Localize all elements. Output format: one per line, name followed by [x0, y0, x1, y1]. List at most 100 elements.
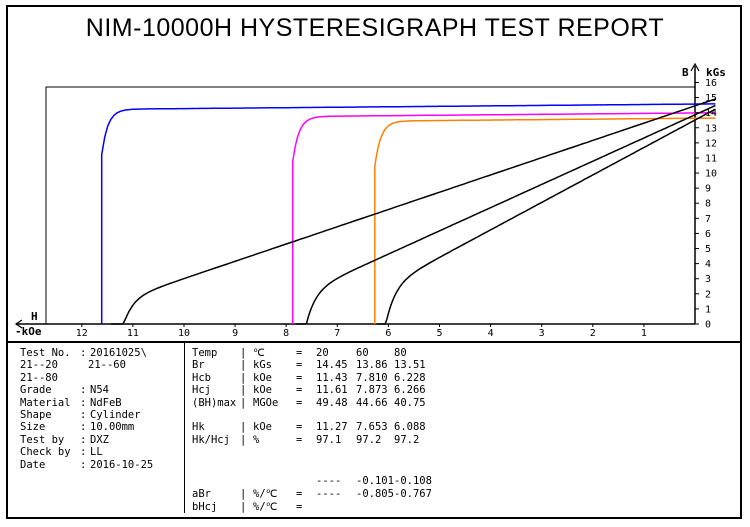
info-value: N54: [90, 384, 109, 397]
y-tick-label: 12: [705, 138, 717, 149]
param-name: Temp: [192, 347, 218, 359]
info-value: DXZ: [90, 433, 109, 446]
x-tick-label: 11: [127, 328, 139, 339]
y-tick-label: 11: [705, 153, 717, 164]
x-tick-label: 5: [436, 328, 442, 339]
param-equals: =: [296, 359, 303, 372]
info-label: Material: [20, 396, 71, 409]
param-equals: =: [296, 371, 303, 384]
info-row: 21--80: [20, 372, 58, 384]
j-curve-80: [374, 117, 716, 324]
y-tick-label: 1: [705, 304, 711, 315]
b-curve-20: [110, 98, 716, 325]
value-80: 6.088: [394, 421, 426, 434]
x-axis-unit: -kOe: [15, 325, 42, 338]
param-bar: |: [240, 488, 247, 500]
info-row: Check by: LL: [20, 446, 103, 459]
value-60: 13.86: [356, 359, 388, 372]
value-60: 7.873: [356, 384, 388, 397]
info-row: Test No.:20161025\: [20, 347, 147, 359]
value-80: 40.75: [394, 396, 426, 409]
value-60: 97.2: [356, 433, 382, 446]
column-divider: [184, 341, 185, 513]
info-value: 20161025\: [90, 347, 147, 359]
info-separator: :: [80, 458, 87, 471]
param-bar: |: [240, 384, 247, 397]
info-separator: :: [80, 384, 87, 397]
y-tick-label: 15: [705, 93, 717, 104]
info-label: Check by: [20, 446, 71, 459]
info-separator: :: [80, 433, 87, 446]
value-20: 11.61: [316, 384, 348, 397]
param-unit: %/℃: [253, 501, 278, 513]
value-80: 13.51: [394, 359, 426, 372]
param-name: Hcb: [192, 371, 211, 384]
plot-area: [45, 86, 696, 325]
value-20: ----: [316, 475, 342, 487]
info-label: 21--80: [20, 371, 58, 384]
param-unit: ℃: [253, 347, 265, 359]
param-unit: kOe: [253, 371, 272, 384]
param-unit: kGs: [253, 359, 272, 372]
report-title: NIM-10000H HYSTERESIGRAPH TEST REPORT: [85, 14, 665, 42]
y-tick-label: 2: [705, 289, 711, 300]
x-tick-label: 9: [232, 328, 238, 339]
value-60: 7.653: [356, 421, 388, 434]
param-bar: |: [240, 501, 247, 513]
x-tick-label: 8: [283, 328, 289, 339]
param-name: Hcj: [192, 384, 211, 397]
param-name: Br: [192, 359, 205, 372]
param-equals: =: [296, 433, 303, 446]
param-equals: =: [296, 347, 303, 359]
param-equals: =: [296, 421, 303, 434]
value-60: 44.66: [356, 396, 388, 409]
info-value: Cylinder: [90, 409, 141, 421]
info-row: Date:2016-10-25: [20, 458, 153, 471]
info-separator: :: [80, 409, 87, 421]
info-row: Grade: N54: [20, 384, 109, 397]
info-label: Grade: [20, 384, 52, 397]
info-label: Size: [20, 421, 46, 434]
value-20: 20: [316, 347, 329, 359]
x-tick-label: 7: [334, 328, 340, 339]
value-20: 97.1: [316, 433, 342, 446]
value-80: -0.108: [394, 475, 432, 487]
param-bar: |: [240, 433, 247, 446]
param-unit: MGOe: [253, 396, 279, 409]
param-equals: =: [296, 488, 303, 500]
param-bar: |: [240, 359, 247, 372]
param-unit: kOe: [253, 384, 272, 397]
b-curve-60: [295, 104, 716, 325]
param-equals: =: [296, 384, 303, 397]
value-20: 49.48: [316, 396, 348, 409]
info-label: 21--20: [20, 359, 58, 372]
param-bar: |: [240, 396, 247, 409]
value-60: -0.805: [356, 488, 394, 500]
value-60: 60: [356, 347, 369, 359]
info-row: Size:10.00mm: [20, 421, 134, 434]
param-bar: |: [240, 421, 247, 434]
y-tick-label: 6: [705, 229, 711, 240]
param-unit: %/℃: [253, 488, 278, 500]
y-tick-label: 9: [705, 184, 711, 195]
info-value: NdFeB: [90, 396, 122, 409]
value-20: 11.43: [316, 371, 348, 384]
info-row: 21--20 21--60: [20, 359, 126, 372]
y-tick-label: 16: [705, 78, 717, 89]
value-20: 11.27: [316, 421, 348, 434]
y-axis-arrow: [690, 62, 700, 72]
info-label: Test by: [20, 433, 65, 446]
param-equals: =: [296, 396, 303, 409]
y-tick-label: 14: [705, 108, 717, 119]
info-value: LL: [90, 446, 103, 459]
info-label: Test No.: [20, 347, 71, 359]
value-80: 80: [394, 347, 407, 359]
info-separator: :: [80, 347, 87, 359]
value-80: -0.767: [394, 488, 432, 500]
x-tick-label: 3: [539, 328, 545, 339]
y-tick-label: 8: [705, 199, 711, 210]
x-axis-arrow: [14, 319, 23, 329]
y-tick-label: 3: [705, 274, 711, 285]
info-label: Date: [20, 458, 46, 471]
